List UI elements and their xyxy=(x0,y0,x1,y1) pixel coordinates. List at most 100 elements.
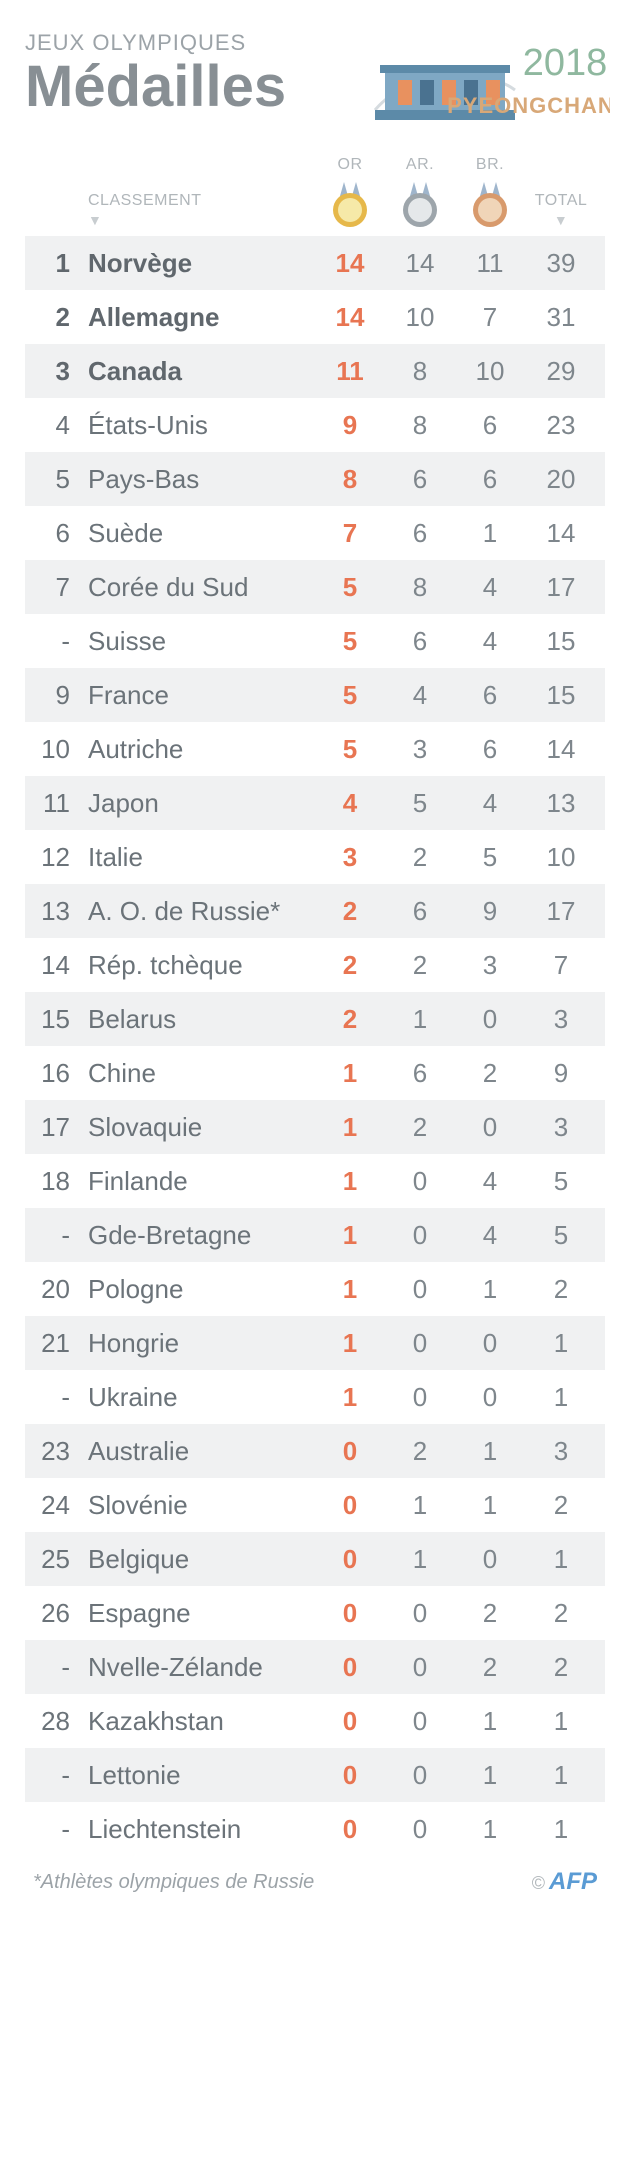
total-cell: 39 xyxy=(525,248,597,279)
gold-cell: 5 xyxy=(315,734,385,765)
total-cell: 31 xyxy=(525,302,597,333)
country-cell: Corée du Sud xyxy=(88,572,315,603)
silver-cell: 10 xyxy=(385,302,455,333)
table-row: -Lettonie0011 xyxy=(25,1748,605,1802)
total-cell: 2 xyxy=(525,1598,597,1629)
total-header[interactable]: TOTAL ▼ xyxy=(525,192,597,228)
gold-cell: 5 xyxy=(315,572,385,603)
country-cell: Norvège xyxy=(88,248,315,279)
rank-cell: 6 xyxy=(33,518,88,549)
table-row: 7Corée du Sud58417 xyxy=(25,560,605,614)
logo-city: PYEONGCHANG xyxy=(447,93,610,118)
silver-cell: 0 xyxy=(385,1382,455,1413)
country-cell: Japon xyxy=(88,788,315,819)
bronze-cell: 3 xyxy=(455,950,525,981)
gold-cell: 0 xyxy=(315,1598,385,1629)
table-row: 13A. O. de Russie*26917 xyxy=(25,884,605,938)
total-cell: 2 xyxy=(525,1274,597,1305)
table-row: 12Italie32510 xyxy=(25,830,605,884)
gold-cell: 0 xyxy=(315,1652,385,1683)
footer: *Athlètes olympiques de Russie ©AFP xyxy=(25,1856,605,1896)
bronze-cell: 0 xyxy=(455,1328,525,1359)
table-row: 16Chine1629 xyxy=(25,1046,605,1100)
gold-cell: 2 xyxy=(315,950,385,981)
bronze-cell: 11 xyxy=(455,248,525,279)
bronze-cell: 0 xyxy=(455,1112,525,1143)
country-cell: Slovaquie xyxy=(88,1112,315,1143)
rank-cell: - xyxy=(33,1220,88,1251)
credit: ©AFP xyxy=(532,1868,597,1896)
header: JEUX OLYMPIQUES Médailles 2018 PYEONGCHA… xyxy=(25,30,605,116)
gold-cell: 1 xyxy=(315,1112,385,1143)
silver-medal-icon xyxy=(400,182,440,228)
rank-cell: 9 xyxy=(33,680,88,711)
pyeongchang-logo: 2018 PYEONGCHANG xyxy=(370,15,610,145)
rank-cell: 4 xyxy=(33,410,88,441)
silver-cell: 6 xyxy=(385,1058,455,1089)
silver-cell: 0 xyxy=(385,1814,455,1845)
gold-cell: 0 xyxy=(315,1760,385,1791)
bronze-cell: 4 xyxy=(455,1166,525,1197)
rank-cell: 21 xyxy=(33,1328,88,1359)
country-cell: France xyxy=(88,680,315,711)
rank-cell: 14 xyxy=(33,950,88,981)
total-cell: 3 xyxy=(525,1004,597,1035)
bronze-cell: 1 xyxy=(455,1274,525,1305)
total-cell: 13 xyxy=(525,788,597,819)
table-row: 2Allemagne1410731 xyxy=(25,290,605,344)
bronze-cell: 2 xyxy=(455,1652,525,1683)
table-row: -Liechtenstein0011 xyxy=(25,1802,605,1856)
table-row: 6Suède76114 xyxy=(25,506,605,560)
total-cell: 5 xyxy=(525,1166,597,1197)
silver-cell: 6 xyxy=(385,896,455,927)
table-row: 21Hongrie1001 xyxy=(25,1316,605,1370)
table-row: 28Kazakhstan0011 xyxy=(25,1694,605,1748)
gold-cell: 1 xyxy=(315,1220,385,1251)
gold-cell: 0 xyxy=(315,1706,385,1737)
rank-header[interactable]: CLASSEMENT ▼ xyxy=(88,192,315,228)
country-cell: Hongrie xyxy=(88,1328,315,1359)
silver-cell: 5 xyxy=(385,788,455,819)
rank-cell: 5 xyxy=(33,464,88,495)
country-cell: A. O. de Russie* xyxy=(88,896,315,927)
total-cell: 14 xyxy=(525,734,597,765)
total-cell: 2 xyxy=(525,1652,597,1683)
silver-cell: 0 xyxy=(385,1706,455,1737)
rank-cell: 23 xyxy=(33,1436,88,1467)
bronze-cell: 1 xyxy=(455,1814,525,1845)
rank-cell: - xyxy=(33,626,88,657)
silver-cell: 0 xyxy=(385,1760,455,1791)
rank-cell: - xyxy=(33,1760,88,1791)
total-cell: 17 xyxy=(525,572,597,603)
silver-cell: 4 xyxy=(385,680,455,711)
total-cell: 23 xyxy=(525,410,597,441)
silver-header: AR. xyxy=(385,156,455,228)
table-row: 26Espagne0022 xyxy=(25,1586,605,1640)
table-row: 18Finlande1045 xyxy=(25,1154,605,1208)
rank-cell: 26 xyxy=(33,1598,88,1629)
silver-cell: 2 xyxy=(385,1436,455,1467)
rank-cell: - xyxy=(33,1382,88,1413)
rank-cell: 11 xyxy=(33,788,88,819)
gold-cell: 1 xyxy=(315,1058,385,1089)
country-cell: Canada xyxy=(88,356,315,387)
gold-cell: 0 xyxy=(315,1490,385,1521)
bronze-cell: 6 xyxy=(455,734,525,765)
total-cell: 15 xyxy=(525,680,597,711)
silver-cell: 1 xyxy=(385,1004,455,1035)
total-cell: 29 xyxy=(525,356,597,387)
column-headers: CLASSEMENT ▼ OR AR. BR. xyxy=(25,156,605,236)
gold-cell: 3 xyxy=(315,842,385,873)
rank-cell: 10 xyxy=(33,734,88,765)
total-cell: 1 xyxy=(525,1706,597,1737)
country-cell: Belgique xyxy=(88,1544,315,1575)
rank-cell: 12 xyxy=(33,842,88,873)
total-cell: 2 xyxy=(525,1490,597,1521)
country-cell: Chine xyxy=(88,1058,315,1089)
bronze-cell: 1 xyxy=(455,518,525,549)
rank-cell: 16 xyxy=(33,1058,88,1089)
total-cell: 10 xyxy=(525,842,597,873)
gold-cell: 1 xyxy=(315,1382,385,1413)
total-cell: 7 xyxy=(525,950,597,981)
bronze-cell: 1 xyxy=(455,1490,525,1521)
